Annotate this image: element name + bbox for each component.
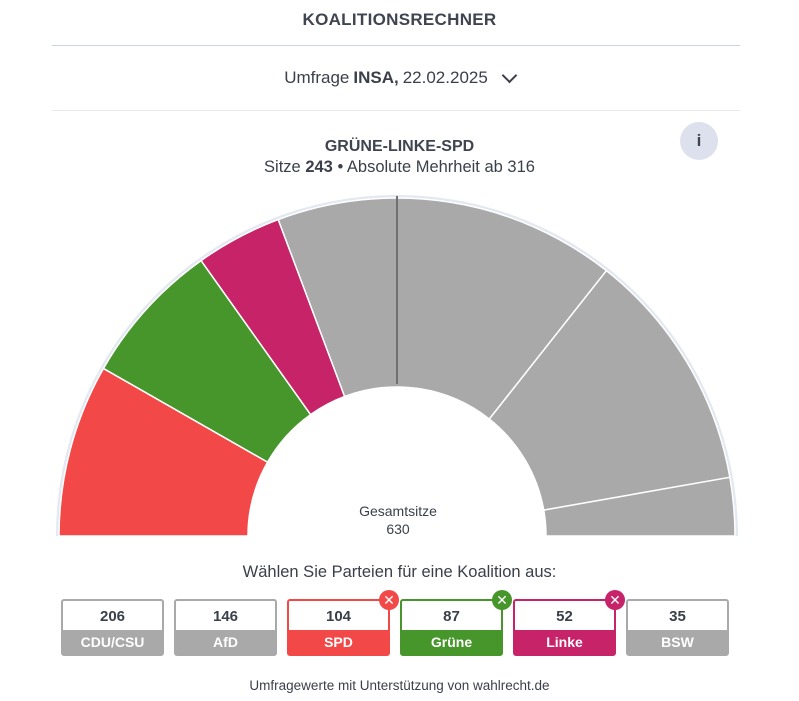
party-seats: 146	[212, 608, 239, 625]
party-button-afd[interactable]: 146 AfD	[174, 599, 277, 656]
party-seats: 52	[556, 608, 573, 625]
party-button-bsw[interactable]: 35 BSW	[626, 599, 729, 656]
party-seats: 35	[669, 608, 686, 625]
total-seats-caption: Gesamtsitze	[359, 503, 437, 519]
poll-selector[interactable]: Umfrage INSA, 22.02.2025	[0, 67, 799, 88]
party-selector: 206 CDU/CSU 146 AfD 104 SPD ✕ 87 Grüne ✕ 52 Linke ✕ 3…	[61, 590, 731, 659]
party-name: Linke	[515, 630, 614, 654]
party-name: SPD	[289, 630, 388, 654]
party-name: Grüne	[402, 630, 501, 654]
party-seats: 87	[443, 608, 460, 625]
selection-prompt: Wählen Sie Parteien für eine Koalition a…	[242, 563, 557, 581]
coalition-seat-count: 243	[305, 158, 333, 176]
coalition-seats-line: Sitze 243 • Absolute Mehrheit ab 316	[0, 158, 799, 177]
poll-institute: INSA,	[353, 68, 399, 87]
segment-bsw	[542, 476, 736, 537]
remove-icon[interactable]: ✕	[492, 590, 512, 610]
segment-afd	[488, 269, 731, 511]
header-divider	[52, 45, 740, 46]
total-seats-label: Gesamtsitze 630	[0, 502, 796, 538]
party-button-cdu-csu[interactable]: 206 CDU/CSU	[61, 599, 164, 656]
chevron-down-icon	[501, 67, 518, 84]
info-button[interactable]: i	[680, 122, 718, 160]
party-name: BSW	[628, 630, 727, 654]
party-seats: 104	[325, 608, 352, 625]
footer-credit: Umfragewerte mit Unterstützung von wahlr…	[249, 678, 550, 693]
seat-chart	[56, 195, 738, 537]
remove-icon[interactable]: ✕	[379, 590, 399, 610]
party-name: AfD	[176, 630, 275, 654]
remove-icon[interactable]: ✕	[605, 590, 625, 610]
seats-prefix: Sitze	[264, 158, 301, 176]
poll-date: 22.02.2025	[402, 68, 488, 87]
party-button-grüne[interactable]: 87 Grüne ✕	[400, 590, 512, 656]
majority-text: • Absolute Mehrheit ab 316	[337, 158, 535, 176]
total-seats-value: 630	[386, 521, 410, 537]
party-name: CDU/CSU	[63, 630, 162, 654]
segment-cdu-csu	[277, 197, 608, 421]
party-button-linke[interactable]: 52 Linke ✕	[513, 590, 625, 656]
party-seats: 206	[99, 608, 126, 625]
coalition-name: GRÜNE-LINKE-SPD	[324, 138, 475, 155]
app-title: KOALITIONSRECHNER	[302, 10, 497, 29]
poll-divider	[52, 110, 740, 111]
poll-prefix: Umfrage	[284, 68, 350, 87]
party-button-spd[interactable]: 104 SPD ✕	[287, 590, 399, 656]
